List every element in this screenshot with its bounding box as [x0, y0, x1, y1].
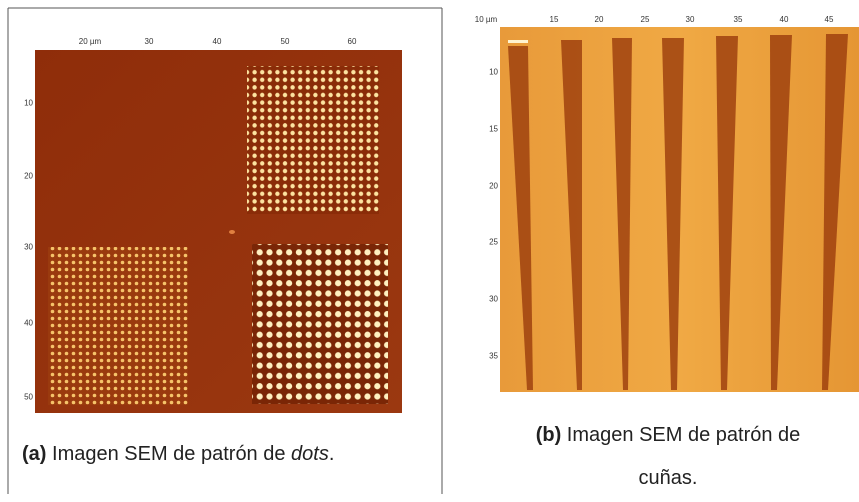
y-tick-label: 50 [24, 393, 33, 402]
caption-label: (a) [22, 443, 46, 465]
x-tick-label: 60 [348, 37, 357, 46]
y-tick-label: 30 [489, 295, 498, 304]
y-tick-label: 30 [24, 243, 33, 252]
y-tick-label: 25 [489, 238, 498, 247]
page: {"panel_a": {"x_ticks": ["20 µm", "30", … [0, 0, 859, 502]
x-tick-label: 50 [281, 37, 290, 46]
y-tick-label: 35 [489, 352, 498, 361]
x-tick-label: 40 [213, 37, 222, 46]
y-tick-label: 40 [24, 319, 33, 328]
caption-text: Imagen SEM de patrón de [561, 424, 800, 446]
caption-label: (b) [536, 424, 562, 446]
y-tick-label: 20 [24, 172, 33, 181]
y-tick-label: 10 [24, 99, 33, 108]
x-tick-label: 15 [550, 15, 559, 24]
x-tick-label: 45 [825, 15, 834, 24]
y-tick-label: 20 [489, 182, 498, 191]
y-tick-label: 15 [489, 125, 498, 134]
x-tick-label: 35 [734, 15, 743, 24]
caption-end: . [329, 443, 335, 465]
caption-a: (a) Imagen SEM de patrón de dots. [22, 443, 334, 466]
caption-b: (b) Imagen SEM de patrón de [536, 424, 801, 447]
x-tick-label: 25 [641, 15, 650, 24]
caption-text: Imagen SEM de patrón de [46, 443, 291, 465]
x-tick-label: 30 [145, 37, 154, 46]
x-tick-label: 40 [780, 15, 789, 24]
caption-emphasis: dots [291, 443, 329, 465]
caption-b-line2: cuñas. [639, 467, 698, 490]
x-tick-label: 10 µm [475, 15, 497, 24]
sem-image-wedges [500, 27, 859, 392]
x-tick-label: 20 µm [79, 37, 101, 46]
y-tick-label: 10 [489, 68, 498, 77]
x-tick-label: 20 [595, 15, 604, 24]
x-tick-label: 30 [686, 15, 695, 24]
sem-image-dots [35, 50, 402, 413]
